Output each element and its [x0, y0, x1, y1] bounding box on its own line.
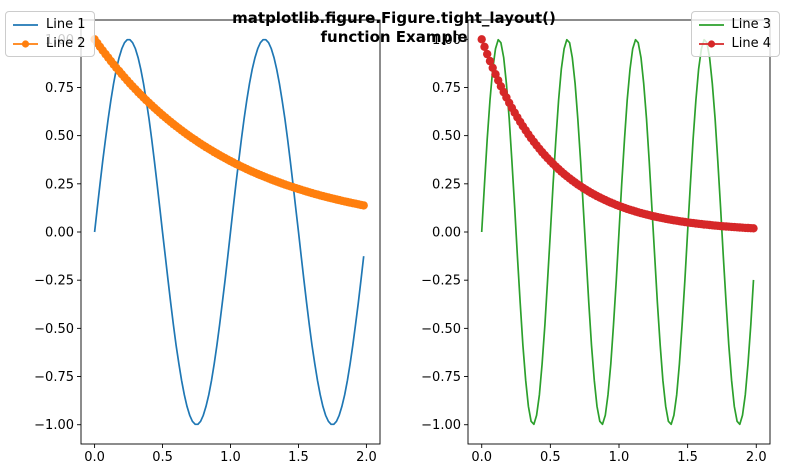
x-tick-label: 1.5 [677, 450, 698, 465]
line-marker-sample-icon [13, 39, 38, 48]
series-marker [359, 201, 368, 210]
series-marker [483, 49, 492, 59]
axes-left: 0.00.51.01.52.01.000.750.500.250.00−0.25… [34, 19, 381, 465]
y-tick-label: 0.75 [45, 81, 74, 96]
y-tick-label: −0.25 [34, 274, 74, 289]
x-tick-label: 1.5 [288, 450, 309, 465]
y-tick-label: −0.75 [34, 370, 74, 385]
legend-label: Line 4 [731, 36, 772, 51]
y-tick-label: 0.00 [432, 226, 461, 241]
series-marker [488, 63, 497, 72]
y-tick-label: 0.50 [432, 129, 461, 144]
x-tick-label: 1.0 [609, 450, 630, 465]
legend-label: Line 2 [46, 36, 86, 51]
line-sample-icon [13, 23, 38, 26]
legend-entry-line-2: Line 2 [12, 34, 86, 53]
y-tick-label: 0.25 [45, 177, 74, 192]
y-tick-label: −0.50 [34, 322, 74, 337]
x-tick-label: 2.0 [746, 450, 767, 465]
x-tick-label: 0.5 [540, 450, 561, 465]
legend-label: Line 1 [46, 17, 86, 32]
series-line-1 [93, 38, 365, 426]
legend-upper-left: Line 1 Line 2 [5, 11, 95, 57]
x-tick-label: 0.5 [152, 450, 173, 465]
legend-upper-right: Line 3 Line 4 [690, 11, 780, 57]
line-marker-sample-icon [698, 39, 724, 48]
x-tick-label: 2.0 [356, 450, 377, 465]
y-tick-label: −0.25 [421, 274, 461, 289]
y-tick-label: −1.00 [34, 418, 74, 433]
y-tick-label: 0.00 [45, 226, 74, 241]
legend-label: Line 3 [731, 17, 772, 32]
series-marker [749, 224, 758, 233]
series-line-2 [93, 38, 364, 207]
series-marker [477, 35, 486, 44]
y-tick-label: 0.25 [432, 177, 461, 192]
y-tick-label: 0.75 [432, 81, 461, 96]
y-tick-label: 1.00 [432, 33, 461, 48]
x-tick-label: 1.0 [220, 450, 241, 465]
legend-entry-line-1: Line 1 [12, 15, 86, 34]
y-tick-label: −0.75 [421, 370, 461, 385]
series-marker [485, 56, 495, 66]
legend-entry-line-4: Line 4 [698, 34, 772, 53]
y-tick-label: 0.50 [45, 129, 74, 144]
x-tick-label: 0.0 [84, 450, 105, 465]
x-tick-label: 0.0 [471, 450, 492, 465]
line-sample-icon [698, 23, 724, 26]
plot-frame [467, 19, 771, 445]
y-tick-label: −1.00 [421, 418, 461, 433]
plot-frame [80, 19, 381, 445]
series-marker [480, 42, 489, 51]
axes-right: 0.0 0.5 1.0 1.5 2.0 1.00 0.75 0.50 0.25 0.00 −0.25… [421, 19, 771, 465]
legend-entry-line-3: Line 3 [698, 15, 772, 34]
series-line-4 [480, 39, 754, 230]
series-line-3 [480, 38, 755, 426]
y-tick-label: −0.50 [421, 322, 461, 337]
